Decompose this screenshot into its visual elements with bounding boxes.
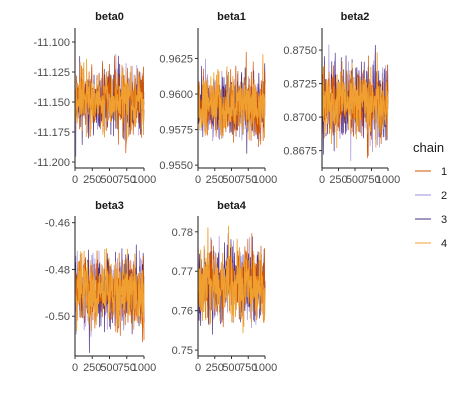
- y-tick-label: 0.9550: [159, 160, 193, 172]
- y-tick-label: -0.50: [45, 311, 70, 323]
- x-tick-label: 250: [83, 174, 101, 186]
- x-tick-label: 0: [72, 362, 78, 374]
- y-tick-label: -11.150: [34, 97, 71, 109]
- panel-title: beta0: [95, 11, 124, 23]
- trace-chain-4: [197, 225, 266, 334]
- legend-title: chain: [413, 140, 444, 155]
- y-tick-label: -0.46: [45, 218, 70, 230]
- x-tick-label: 250: [206, 362, 224, 374]
- x-tick-label: 250: [83, 362, 101, 374]
- x-tick-label: 500: [100, 174, 118, 186]
- x-tick-label: 750: [118, 174, 136, 186]
- panel-title: beta4: [217, 200, 247, 212]
- x-tick-label: 500: [222, 174, 240, 186]
- y-tick-label: -11.200: [34, 157, 71, 169]
- trace-panels: beta0 -11.100 -11.125 -11.150 -11.175 -11.200…: [34, 11, 401, 374]
- x-tick-label: 750: [239, 174, 257, 186]
- chain-legend: chain 1 2 3 4: [413, 140, 447, 250]
- legend-label-chain-1: 1: [441, 166, 447, 178]
- legend-label-chain-2: 2: [441, 190, 447, 202]
- y-tick-label: 0.8750: [283, 45, 317, 57]
- x-tick-label: 500: [100, 362, 118, 374]
- y-tick-label: 0.8675: [283, 146, 317, 158]
- x-tick-label: 0: [319, 174, 325, 186]
- y-tick-label: 0.77: [172, 266, 193, 278]
- y-tick-label: -0.48: [45, 264, 70, 276]
- x-tick-label: 500: [222, 362, 240, 374]
- x-tick-label: 750: [362, 174, 380, 186]
- y-tick-label: -11.125: [34, 67, 71, 79]
- y-tick-label: 0.9625: [159, 53, 193, 65]
- x-tick-label: 500: [346, 174, 364, 186]
- x-tick-label: 250: [329, 174, 347, 186]
- x-tick-label: 1000: [132, 174, 156, 186]
- panel-beta2: beta2 0.8750 0.8725 0.8700 0.8675 0 2505007501…: [283, 11, 400, 186]
- x-tick-label: 1000: [376, 174, 400, 186]
- x-tick-label: 1000: [132, 362, 156, 374]
- panel-title: beta2: [341, 11, 370, 23]
- y-tick-label: 0.78: [172, 227, 193, 239]
- panel-title: beta3: [95, 200, 124, 212]
- y-tick-label: -11.175: [34, 127, 71, 139]
- x-tick-label: 0: [195, 174, 201, 186]
- trace-chain-4: [321, 52, 389, 149]
- x-tick-label: 1000: [253, 174, 277, 186]
- panel-title: beta1: [217, 11, 246, 23]
- x-tick-label: 0: [72, 174, 78, 186]
- x-tick-label: 0: [195, 362, 201, 374]
- y-tick-label: 0.9575: [159, 125, 193, 137]
- y-tick-label: 0.8700: [283, 112, 317, 124]
- y-tick-label: 0.75: [172, 345, 193, 357]
- x-tick-label: 250: [206, 174, 224, 186]
- x-tick-label: 1000: [253, 362, 277, 374]
- x-tick-label: 750: [239, 362, 257, 374]
- y-tick-label: 0.8725: [283, 79, 317, 91]
- y-tick-label: -11.100: [34, 37, 71, 49]
- y-tick-label: 0.76: [172, 306, 193, 318]
- panel-beta0: beta0 -11.100 -11.125 -11.150 -11.175 -11.200…: [34, 11, 157, 186]
- legend-label-chain-4: 4: [441, 238, 447, 250]
- trace-chain-4: [74, 248, 145, 332]
- legend-label-chain-3: 3: [441, 214, 447, 226]
- x-tick-label: 750: [118, 362, 136, 374]
- trace-chain-4: [197, 54, 266, 141]
- trace-chain-4: [74, 58, 145, 140]
- y-tick-label: 0.9600: [159, 89, 193, 101]
